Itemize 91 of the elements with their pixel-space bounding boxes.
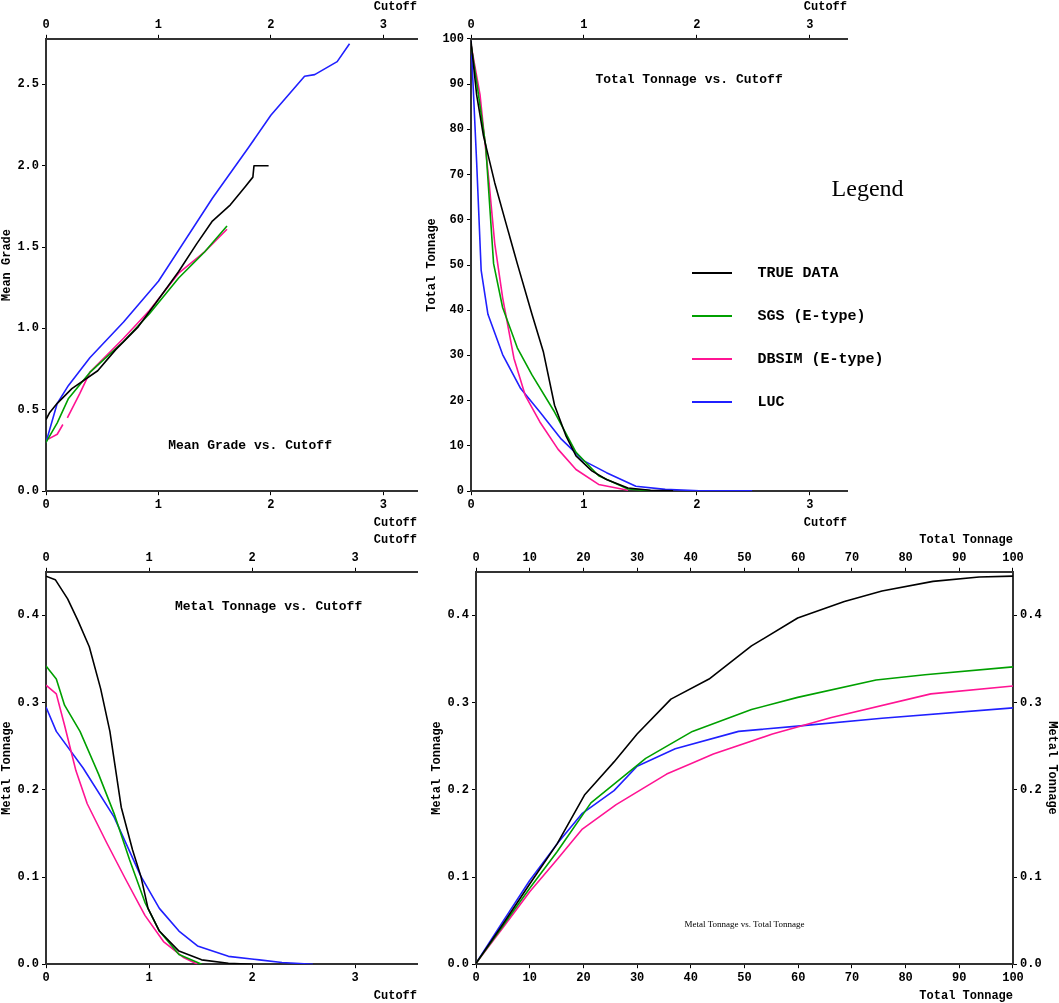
x2-tick-label: 0 — [42, 971, 50, 986]
x-tick-label: 0 — [42, 17, 50, 32]
x2-tick-label: 3 — [351, 971, 359, 986]
text: Total Tonnage vs. Cutoff — [595, 71, 783, 87]
x-tick-label: 70 — [844, 550, 860, 565]
y-tick-label: 1.5 — [17, 240, 39, 255]
x-tick-label: 2 — [693, 498, 701, 513]
x-axis-title: Total Tonnage — [919, 988, 1013, 1003]
x-tick-label: 90 — [952, 550, 967, 565]
x2-tick-label: 20 — [576, 971, 591, 986]
y-tick-label: 0.2 — [447, 782, 469, 797]
x-axis-title: Cutoff — [373, 515, 417, 530]
y2-tick-label: 0.2 — [1020, 782, 1042, 797]
text: Mean Grade vs. Cutoff — [168, 438, 333, 454]
x-tick-label: 0 — [472, 550, 480, 565]
y-axis-title: Metal Tonnage — [0, 721, 15, 815]
x2-tick-label: 0 — [472, 971, 480, 986]
x-tick-label: 3 — [806, 498, 814, 513]
y-tick-label: 30 — [449, 348, 464, 363]
y-axis-title: Mean Grade — [0, 228, 15, 302]
x-tick-label: 10 — [522, 550, 537, 565]
x-tick-label: 1 — [580, 498, 588, 513]
y-axis-title: Total Tonnage — [425, 218, 440, 312]
legend-label: DBSIM (E-type) — [757, 350, 884, 368]
x2-tick-label: 90 — [952, 971, 967, 986]
x-tick-label: 1 — [145, 550, 153, 565]
x-tick-label: 3 — [379, 17, 387, 32]
x-tick-label: 50 — [737, 550, 752, 565]
y-tick-label: 70 — [449, 167, 464, 182]
y-tick-label: 40 — [449, 303, 464, 318]
x-tick-label: 100 — [1002, 550, 1024, 565]
legend-title: Legend — [831, 174, 904, 202]
y2-tick-label: 0.0 — [1020, 957, 1042, 972]
y-tick-label: 60 — [449, 212, 464, 227]
x2-tick-label: 40 — [683, 971, 698, 986]
text: Metal Tonnage vs. Cutoff — [174, 599, 363, 615]
y-tick-label: 0.3 — [17, 695, 39, 710]
y-tick-label: 0.1 — [447, 870, 469, 885]
x-tick-label: 2 — [248, 550, 256, 565]
x-tick-label: 60 — [791, 550, 806, 565]
y-tick-label: 2.5 — [17, 77, 39, 92]
x2-axis-title: Cutoff — [803, 0, 847, 15]
x2-tick-label: 10 — [522, 971, 537, 986]
x2-axis-title: Cutoff — [373, 533, 417, 548]
y-tick-label: 0.4 — [447, 608, 469, 623]
x-tick-label: 80 — [898, 550, 913, 565]
y-tick-label: 80 — [449, 122, 464, 137]
y2-tick-label: 0.3 — [1020, 695, 1042, 710]
x2-axis-title: Cutoff — [373, 0, 417, 15]
x-tick-label: 30 — [629, 550, 645, 565]
legend-label: TRUE DATA — [757, 264, 839, 282]
x2-tick-label: 30 — [629, 971, 645, 986]
x2-tick-label: 60 — [791, 971, 806, 986]
y-tick-label: 0.3 — [447, 695, 469, 710]
x2-tick-label: 100 — [1002, 971, 1024, 986]
y-tick-label: 0.0 — [447, 957, 469, 972]
y-tick-label: 0.0 — [17, 484, 39, 499]
x-tick-label: 3 — [351, 550, 359, 565]
x-tick-label: 20 — [576, 550, 591, 565]
x2-tick-label: 50 — [737, 971, 752, 986]
x-tick-label: 1 — [154, 17, 163, 32]
text: Metal Tonnage vs. Total Tonnage — [684, 919, 805, 930]
y-tick-label: 2.0 — [17, 158, 39, 173]
y-tick-label: 50 — [449, 258, 464, 273]
x2-axis-title: Total Tonnage — [919, 533, 1013, 548]
y-axis-title: Metal Tonnage — [430, 721, 445, 815]
x2-tick-label: 2 — [248, 971, 256, 986]
x-axis-title: Cutoff — [803, 515, 847, 530]
y-tick-label: 0.1 — [17, 870, 39, 885]
y-tick-label: 90 — [449, 77, 464, 92]
y-tick-label: 0.5 — [17, 402, 39, 417]
y-tick-label: 20 — [449, 393, 464, 408]
x2-tick-label: 70 — [844, 971, 860, 986]
x2-tick-label: 80 — [898, 971, 913, 986]
x2-tick-label: 1 — [145, 971, 153, 986]
y-tick-label: 0 — [456, 484, 464, 499]
y2-axis-title: Metal Tonnage — [1044, 721, 1059, 815]
x-tick-label: 40 — [683, 550, 698, 565]
y-tick-label: 0.4 — [17, 608, 39, 623]
x-axis-title: Cutoff — [373, 988, 417, 1003]
y-tick-label: 10 — [449, 438, 464, 453]
y-tick-label: 100 — [442, 31, 464, 46]
y-tick-label: 0.0 — [17, 957, 39, 972]
y2-tick-label: 0.1 — [1020, 870, 1042, 885]
x-tick-label: 0 — [42, 550, 50, 565]
x-tick-label: 2 — [267, 17, 275, 32]
y2-tick-label: 0.4 — [1020, 608, 1042, 623]
y-tick-label: 0.2 — [17, 782, 39, 797]
legend-label: LUC — [757, 393, 785, 411]
y-tick-label: 1.0 — [17, 321, 39, 336]
legend-label: SGS (E-type) — [757, 307, 866, 325]
